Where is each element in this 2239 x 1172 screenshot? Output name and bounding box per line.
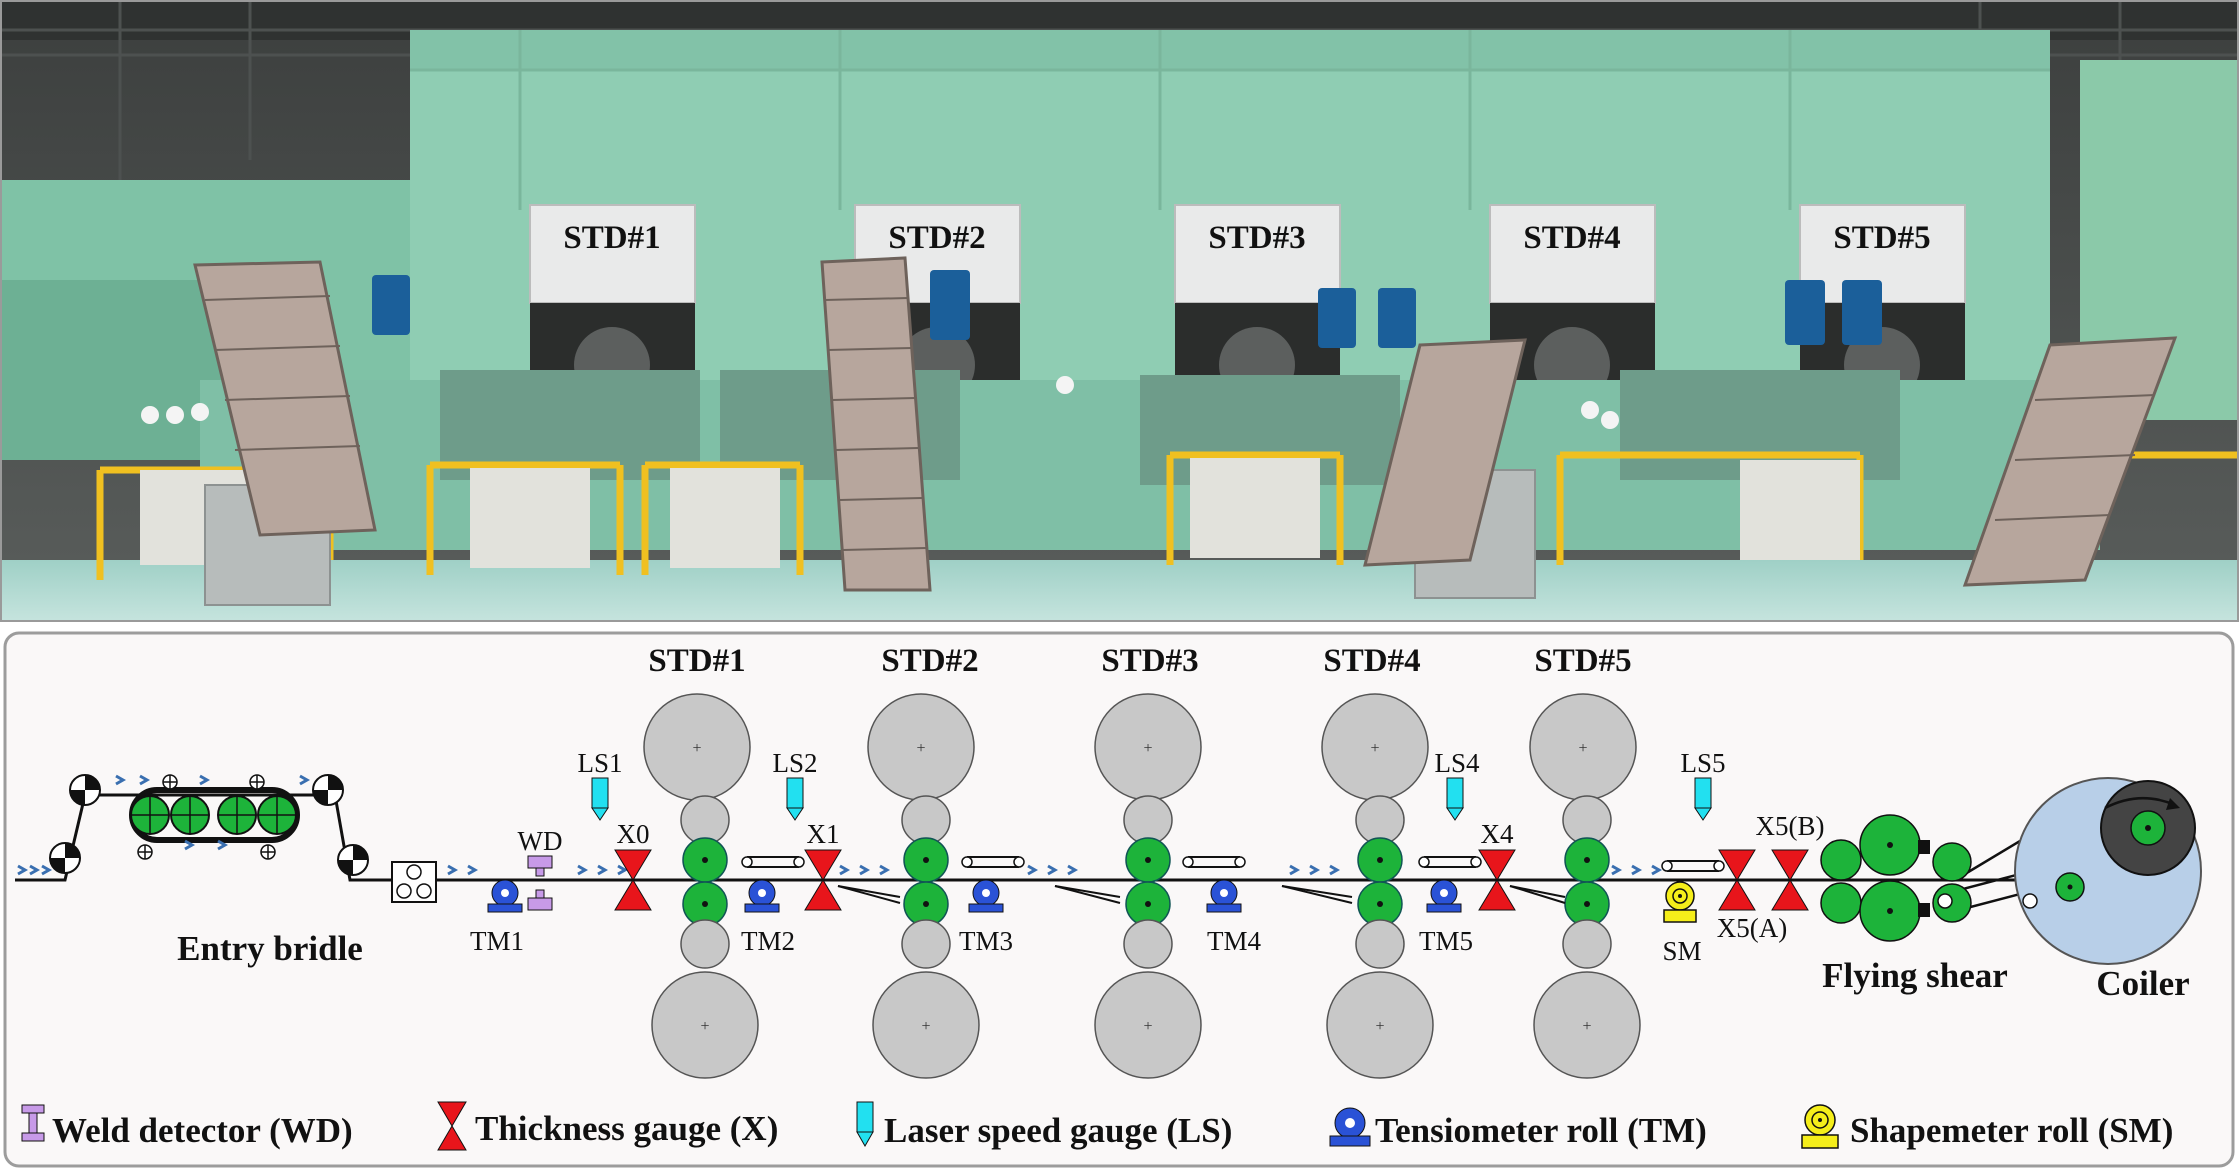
ls2-label: LS2	[772, 748, 817, 778]
diagram-std-2-label: STD#2	[881, 643, 978, 679]
photo-std-2-label: STD#2	[888, 220, 985, 256]
tm5-label: TM5	[1419, 926, 1473, 956]
x5a-label: X5(A)	[1717, 913, 1787, 943]
thickness-gauge-icon	[437, 1101, 467, 1151]
legend: Weld detector (WD) Thickness gauge (X) L…	[21, 1101, 2173, 1151]
legend-weld-detector-label: Weld detector (WD)	[52, 1111, 353, 1150]
entry-bridle-label: Entry bridle	[177, 929, 363, 968]
weld-detector	[527, 855, 553, 911]
pinch-roll-box	[391, 861, 437, 903]
tensiometer-roll-icon	[1329, 1107, 1371, 1147]
photo-std-3-label: STD#3	[1208, 220, 1305, 256]
coiler	[1937, 777, 2202, 965]
diagram-std-3-label: STD#3	[1101, 643, 1198, 679]
ls5-label: LS5	[1680, 748, 1725, 778]
diagram-std-1-label: STD#1	[648, 643, 745, 679]
process-diagram: +	[3, 631, 2235, 1168]
photo-std-1-label: STD#1	[563, 220, 660, 256]
weld-detector-icon	[21, 1104, 45, 1142]
tm4-label: TM4	[1207, 926, 1262, 956]
diagram-std-5-label: STD#5	[1534, 643, 1631, 679]
shapemeter-roll-icon	[1801, 1104, 1839, 1149]
ls1-label: LS1	[577, 748, 622, 778]
wd-label: WD	[518, 826, 563, 856]
ls4-label: LS4	[1434, 748, 1480, 778]
legend-laser-speed-gauge-label: Laser speed gauge (LS)	[884, 1111, 1232, 1150]
x0-label: X0	[617, 819, 650, 849]
x4-label: X4	[1481, 819, 1514, 849]
diagram-std-4-label: STD#4	[1323, 643, 1420, 679]
photo-std-4-label: STD#4	[1523, 220, 1620, 256]
mill-photo: STD#1 STD#2 STD#3 STD#4 STD#5	[0, 0, 2239, 622]
laser-speed-gauge-icon	[856, 1101, 874, 1148]
legend-tensiometer-roll-label: Tensiometer roll (TM)	[1375, 1111, 1707, 1150]
tm1-label: TM1	[470, 926, 524, 956]
legend-thickness-gauge-label: Thickness gauge (X)	[475, 1109, 778, 1148]
sm-label: SM	[1662, 936, 1701, 966]
flying-shear-label: Flying shear	[1822, 956, 2008, 995]
coiler-label: Coiler	[2096, 964, 2189, 1003]
looper-rolls	[741, 856, 1725, 904]
shapemeter-roll	[1663, 881, 1697, 923]
x5b-label: X5(B)	[1756, 811, 1825, 841]
photo-std-5-label: STD#5	[1833, 220, 1930, 256]
x1-label: X1	[807, 819, 840, 849]
tm2-label: TM2	[741, 926, 795, 956]
legend-shapemeter-roll-label: Shapemeter roll (SM)	[1850, 1111, 2173, 1150]
tm3-label: TM3	[959, 926, 1013, 956]
entry-bridle	[49, 774, 369, 876]
